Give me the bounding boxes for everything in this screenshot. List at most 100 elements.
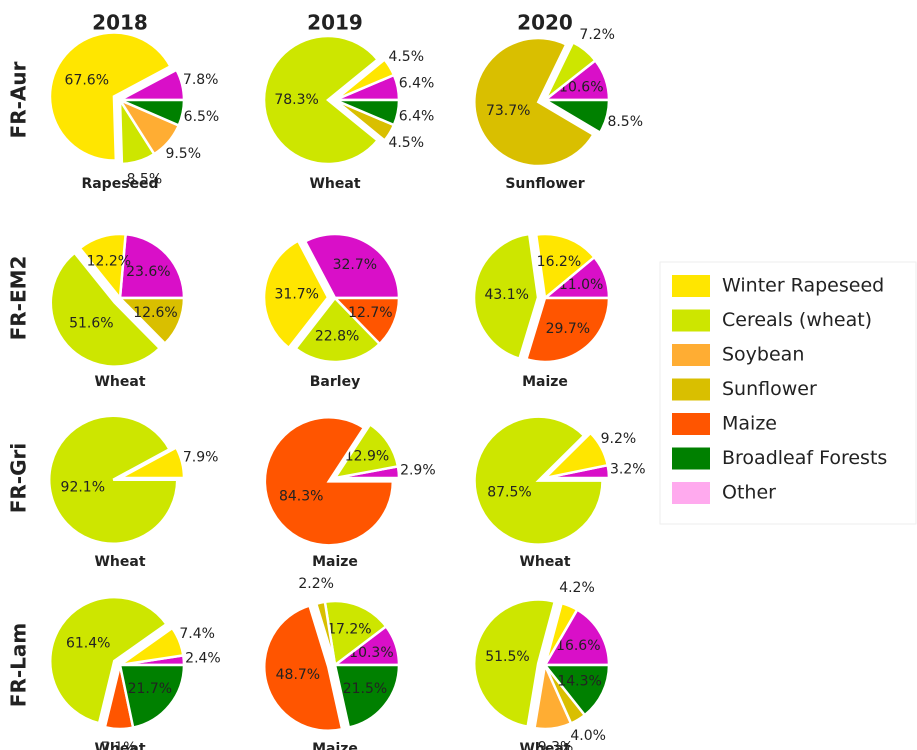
pie-slice [263, 604, 344, 733]
slice-label: 2.9% [400, 462, 436, 478]
pie-slice [333, 663, 401, 729]
slice-label: 12.7% [348, 305, 392, 321]
slice-label: 73.7% [486, 103, 530, 119]
pie-slice [48, 414, 179, 545]
slice-label: 4.2% [559, 580, 595, 596]
slice-label: 11.0% [559, 277, 603, 293]
slice-label: 92.1% [61, 479, 105, 495]
pie-caption: Barley [310, 374, 360, 390]
slice-label: 43.1% [484, 287, 528, 303]
pie-slice [472, 598, 557, 729]
legend-label: Soybean [722, 344, 804, 366]
pie-slice [473, 415, 604, 546]
pie-slice [117, 296, 186, 346]
legend-swatch [672, 447, 710, 470]
pie-caption: Maize [312, 554, 358, 570]
pie-slice [314, 600, 337, 666]
slice-label: 3.2% [610, 462, 646, 478]
pie-caption: Maize [522, 374, 568, 390]
slice-label: 84.3% [279, 488, 323, 504]
pie-caption: Wheat [94, 374, 145, 390]
legend-swatch [672, 275, 710, 297]
legend-swatch [672, 309, 710, 332]
row-label: FR-EM2 [7, 256, 31, 341]
legend-label: Sunflower [722, 378, 817, 400]
pie-slice [119, 445, 186, 480]
pie-caption: Sunflower [505, 176, 584, 192]
slice-label: 23.6% [126, 264, 170, 280]
pie-caption: Maize [312, 741, 358, 750]
row-label: FR-Lam [7, 623, 31, 707]
pie-slice [263, 416, 395, 547]
slice-label: 9.3% [538, 740, 574, 750]
slice-label: 7.2% [579, 27, 615, 43]
pie-slice [472, 232, 540, 361]
pie-slice [48, 595, 169, 725]
slice-label: 6.5% [184, 109, 220, 125]
slice-label: 6.4% [399, 75, 435, 91]
pie-slice [48, 31, 173, 162]
pie-caption: Wheat [309, 176, 360, 192]
pie-caption: Wheat [94, 554, 145, 570]
pie-slice [293, 296, 382, 364]
pie-slice [473, 36, 596, 168]
slice-label: 7.8% [183, 72, 219, 88]
pie-slice [541, 431, 610, 481]
pie-slice [334, 57, 396, 102]
legend-swatch [672, 344, 710, 366]
pie-caption: Rapeseed [81, 176, 158, 192]
legend-swatch [672, 413, 710, 435]
legend-label: Broadleaf Forests [722, 447, 887, 469]
pie-slice [332, 296, 401, 346]
slice-label: 7.4% [179, 626, 215, 642]
pie-slice [542, 663, 611, 717]
slice-label: 7.1% [101, 740, 137, 750]
legend-label: Maize [722, 413, 777, 435]
slice-label: 10.6% [559, 79, 603, 95]
slice-label: 78.3% [274, 92, 318, 108]
pie-slice [334, 98, 401, 127]
slice-label: 21.7% [128, 681, 172, 697]
slice-label: 4.0% [570, 728, 606, 744]
pie-slice [543, 40, 598, 101]
slice-label: 6.4% [399, 109, 435, 125]
pie-slice [303, 232, 401, 300]
column-header: 2018 [92, 11, 148, 35]
pie-slice [540, 98, 611, 135]
pie-caption: Wheat [94, 741, 145, 750]
slice-label: 17.2% [327, 621, 371, 637]
pie-slice [332, 422, 400, 480]
slice-label: 4.5% [388, 135, 424, 151]
slice-label: 87.5% [487, 485, 531, 501]
slice-label: 51.5% [485, 649, 529, 665]
legend-label: Other [722, 482, 776, 504]
slice-label: 22.8% [315, 328, 359, 344]
slice-label: 14.3% [557, 674, 601, 690]
pie-slice [542, 607, 611, 667]
pie-slice [119, 626, 185, 667]
slice-label: 12.9% [345, 449, 389, 465]
pie-slice [323, 599, 388, 668]
pie-slice [262, 239, 330, 350]
slice-label: 16.2% [537, 254, 581, 270]
slice-label: 2.4% [185, 651, 221, 667]
pie-slice [543, 601, 579, 666]
slice-label: 12.6% [133, 305, 177, 321]
slice-label: 12.2% [87, 253, 131, 269]
column-header: 2019 [307, 11, 363, 35]
slice-label: 10.3% [349, 645, 393, 661]
slice-label: 4.5% [388, 49, 424, 65]
slice-label: 7.9% [183, 450, 219, 466]
slice-label: 8.5% [127, 172, 163, 188]
slice-label: 2.2% [298, 576, 334, 592]
pie-slice [534, 232, 597, 301]
row-label: FR-Gri [7, 443, 31, 514]
legend-swatch [672, 482, 710, 504]
pie-slice [78, 232, 127, 302]
legend-label: Winter Rapeseed [722, 275, 884, 297]
slice-label: 16.6% [556, 638, 600, 654]
slice-label: 32.7% [333, 257, 377, 273]
pie-caption: Wheat [519, 741, 570, 750]
pie-slice [49, 251, 162, 368]
